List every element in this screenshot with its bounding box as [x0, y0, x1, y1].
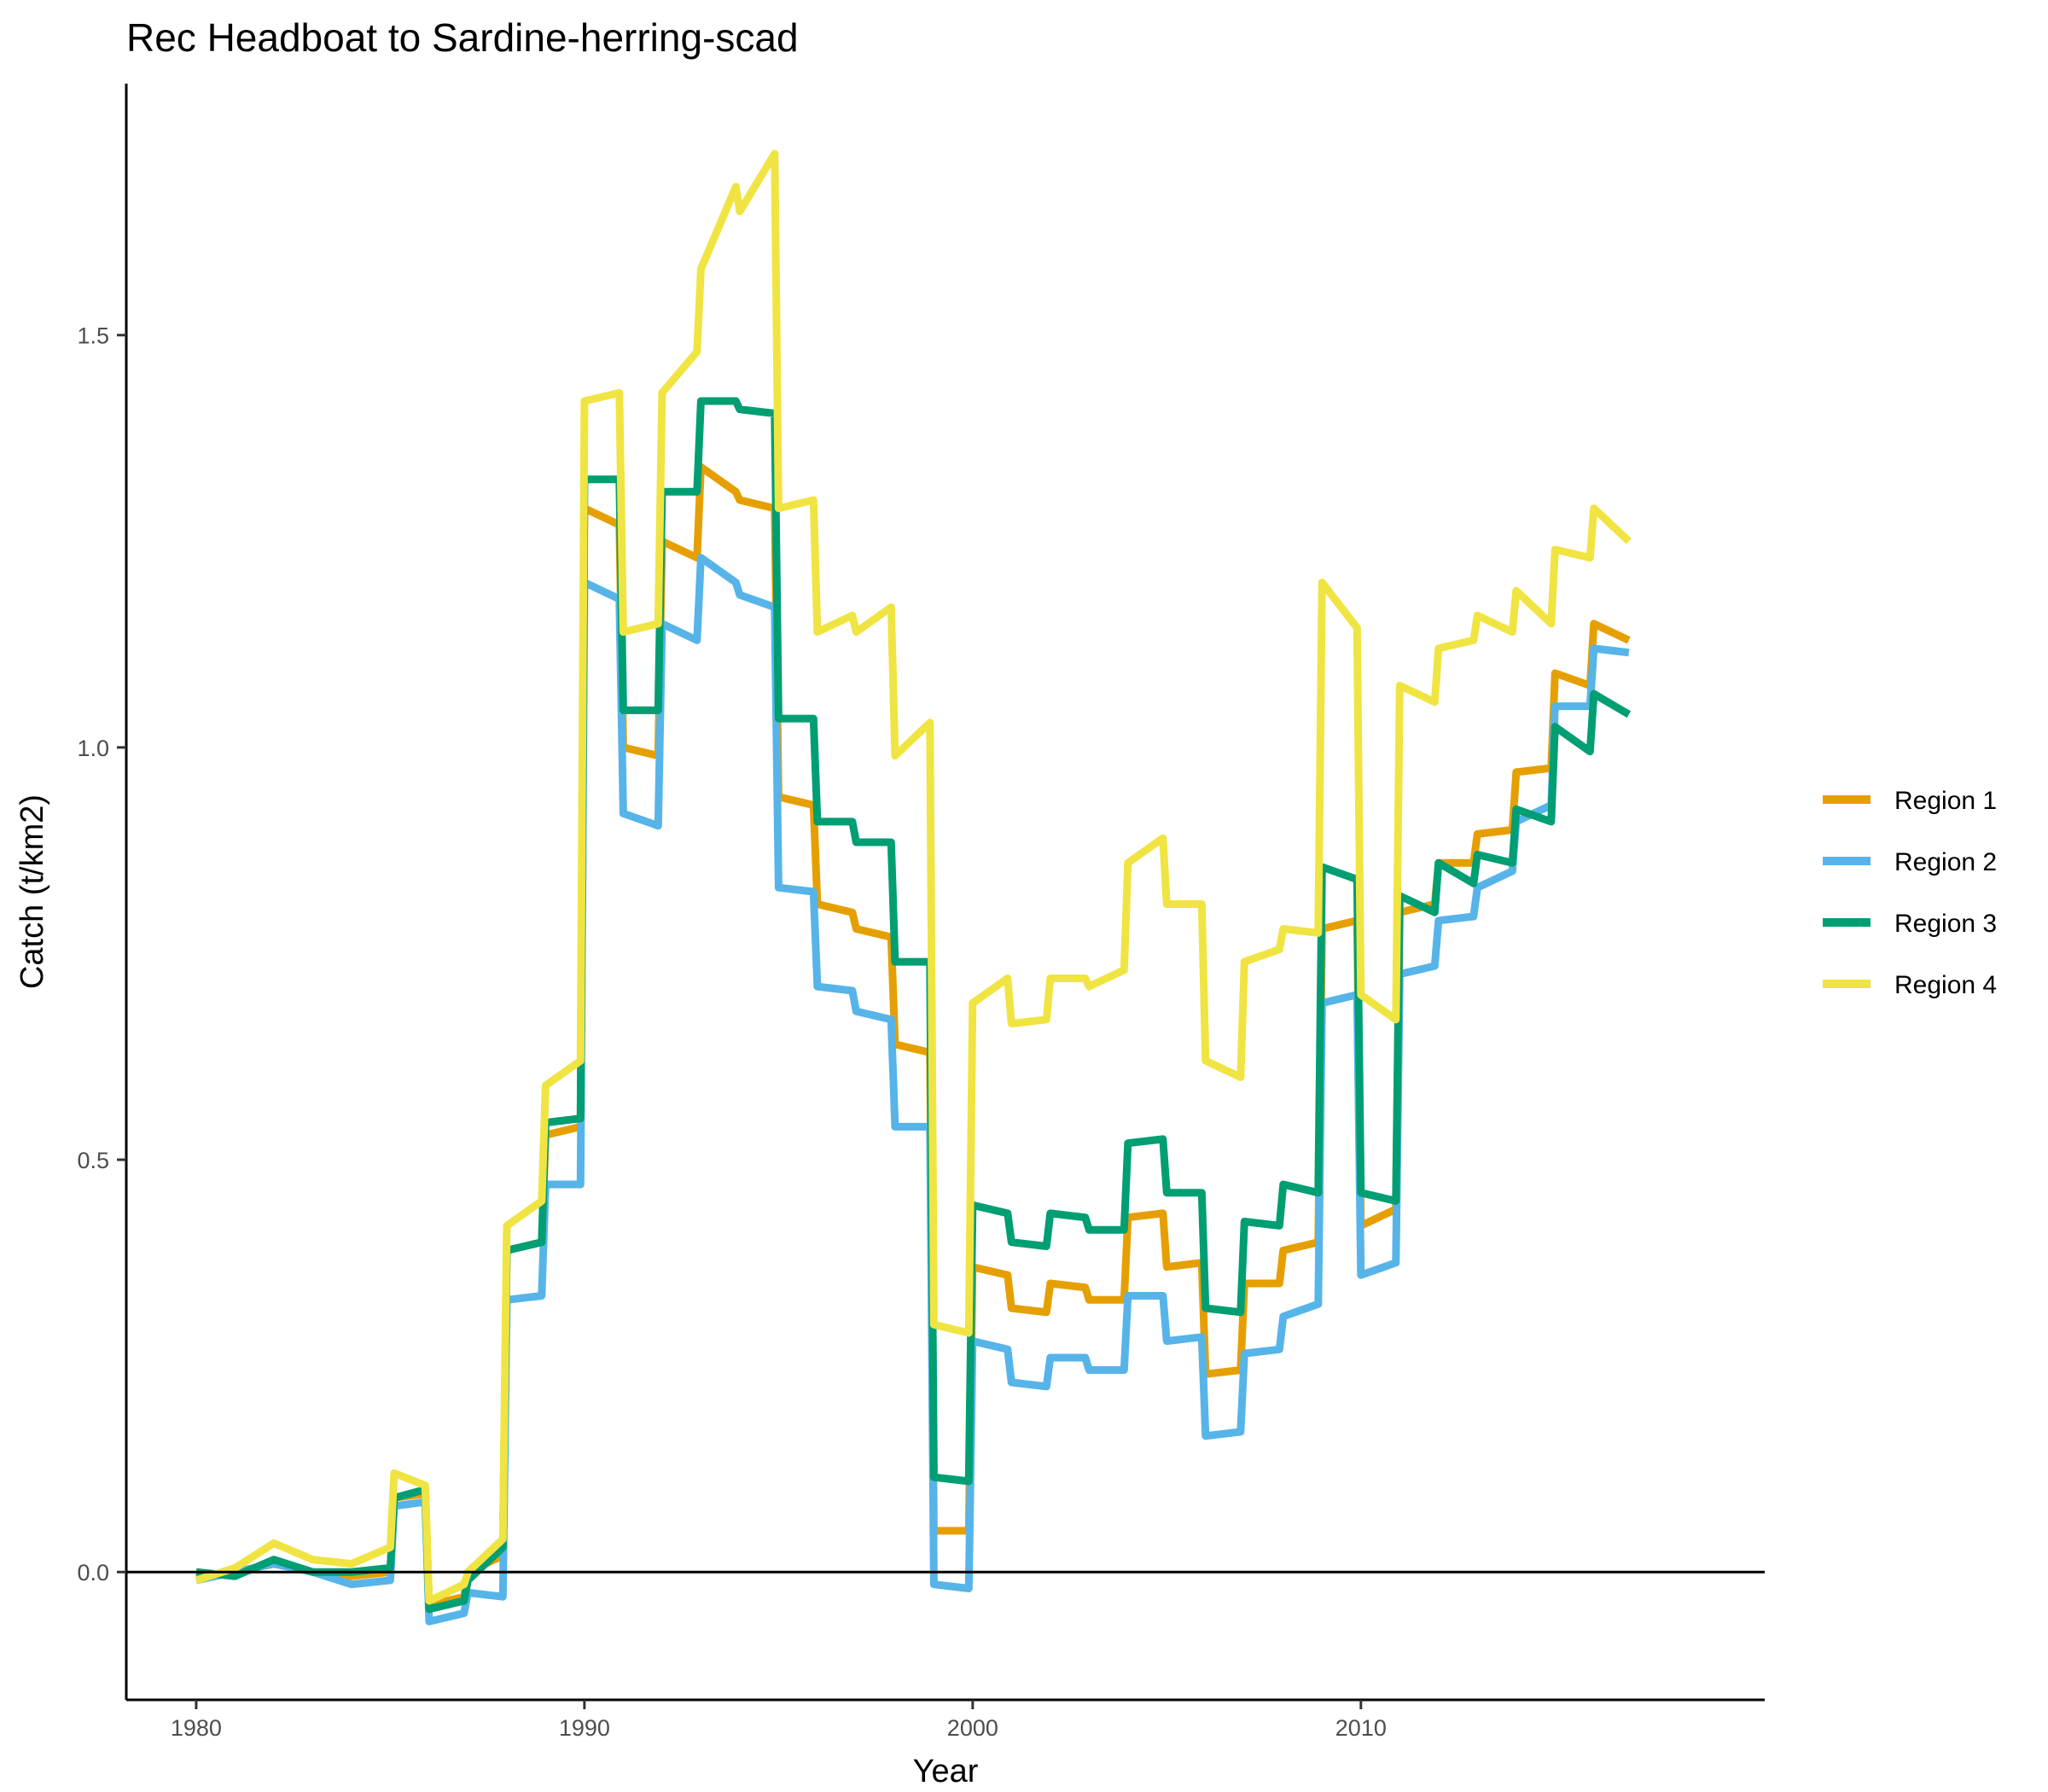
series-line-region-4	[195, 149, 1632, 1605]
chart-title: Rec Headboat to Sardine-herring-scad	[126, 15, 799, 60]
series-line-region-3	[195, 397, 1632, 1614]
legend-label-region-2: Region 2	[1894, 848, 1997, 876]
series-line-region-2	[195, 554, 1630, 1626]
y-axis-title: Catch (t/km2)	[15, 794, 50, 989]
x-axis-ticks: 1980 1990 2000 2010	[171, 1700, 1387, 1741]
y-axis-ticks: 0.0 0.5 1.0 1.5	[77, 323, 126, 1585]
y-tick-label: 1.0	[77, 736, 109, 761]
x-tick-label: 1980	[171, 1715, 222, 1741]
legend-label-region-4: Region 4	[1894, 971, 1997, 999]
legend: Region 1 Region 2 Region 3 Region 4	[1823, 787, 1997, 999]
series-layer	[195, 149, 1632, 1626]
x-tick-label: 1990	[559, 1715, 610, 1741]
legend-label-region-3: Region 3	[1894, 910, 1997, 938]
y-tick-label: 0.0	[77, 1560, 109, 1585]
x-tick-label: 2000	[947, 1715, 998, 1741]
series-line-region-1	[195, 463, 1631, 1609]
y-tick-label: 1.5	[77, 323, 109, 349]
x-axis-title: Year	[913, 1754, 979, 1789]
x-tick-label: 2010	[1335, 1715, 1387, 1741]
legend-label-region-1: Region 1	[1894, 787, 1997, 815]
y-tick-label: 0.5	[77, 1148, 109, 1173]
